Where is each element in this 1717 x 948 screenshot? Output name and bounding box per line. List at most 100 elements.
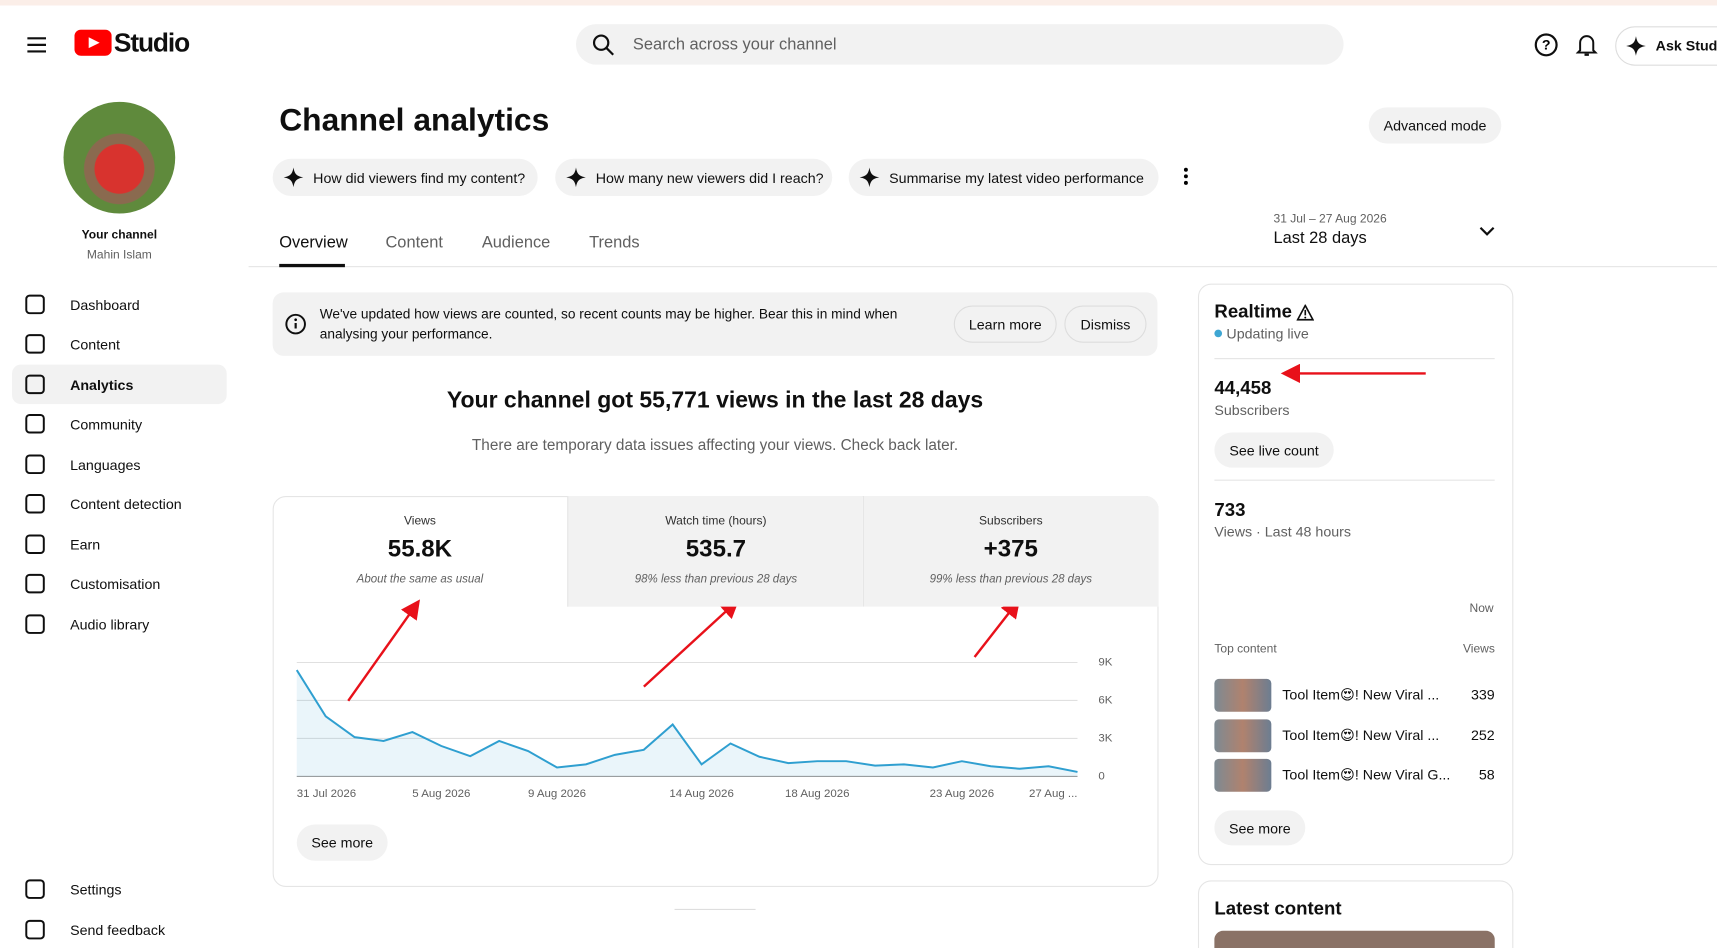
- logo-text[interactable]: Studio: [113, 28, 190, 59]
- spark-shape: [566, 167, 586, 188]
- nav-item[interactable]: Analytics: [12, 364, 227, 405]
- icon-shape: [25, 919, 45, 940]
- learn-more-button[interactable]: Learn more: [953, 305, 1057, 343]
- nav-label: Send feedback: [70, 921, 166, 938]
- nav-item[interactable]: Content: [12, 324, 227, 363]
- logo-icon[interactable]: [74, 29, 112, 56]
- realtime-views: 733: [1214, 499, 1246, 521]
- top-content-views: 339: [1470, 686, 1495, 704]
- tab[interactable]: Trends: [589, 233, 640, 252]
- nav-label: Community: [70, 415, 143, 432]
- nav-icon: [25, 493, 45, 514]
- nav-icon: [25, 573, 45, 594]
- more-icon[interactable]: [1182, 166, 1191, 186]
- nav-item[interactable]: Audio library: [12, 604, 227, 643]
- y-tick-label: 6K: [1098, 694, 1112, 706]
- thumbnail[interactable]: [1214, 758, 1272, 792]
- nav-icon: [25, 919, 45, 940]
- period-dropdown[interactable]: [1479, 226, 1495, 237]
- ask-studio-button[interactable]: Ask Studio: [1615, 26, 1717, 66]
- nav-item[interactable]: Earn: [12, 525, 227, 564]
- metric-note: 98% less than previous 28 days: [634, 572, 798, 586]
- nav-item[interactable]: Community: [12, 404, 227, 443]
- metric-value: 535.7: [685, 534, 747, 562]
- date-range[interactable]: 31 Jul – 27 Aug 2026: [1273, 212, 1387, 226]
- notice-text: We've updated how views are counted, so …: [319, 306, 898, 342]
- search-box[interactable]: Search across your channel: [575, 24, 1344, 65]
- tabs-divider: [248, 266, 1717, 268]
- dismiss-button[interactable]: Dismiss: [1064, 305, 1147, 343]
- nav-item[interactable]: Customisation: [12, 564, 227, 603]
- tab[interactable]: Audience: [481, 233, 551, 252]
- realtime-see-more-button[interactable]: See more: [1214, 810, 1306, 846]
- info-icon: [285, 313, 306, 335]
- nav-icon: [25, 454, 45, 475]
- nav-label: Analytics: [70, 376, 134, 393]
- menu-button[interactable]: [26, 35, 48, 55]
- see-live-count-button[interactable]: See live count: [1214, 432, 1334, 468]
- tab[interactable]: Overview: [279, 233, 348, 252]
- tab[interactable]: Content: [385, 233, 443, 252]
- latest-content-title: Latest content: [1214, 897, 1342, 919]
- page-title: Channel analytics: [279, 102, 550, 138]
- nav-item[interactable]: Content detection: [12, 484, 227, 523]
- x-tick-label: 5 Aug 2026: [412, 788, 470, 800]
- realtime-status: Updating live: [1226, 325, 1309, 342]
- top-content-title[interactable]: Tool Item😍! New Viral ...: [1282, 726, 1440, 743]
- notifications-icon[interactable]: [1575, 33, 1598, 57]
- nav-label: Content: [70, 335, 120, 353]
- period[interactable]: Last 28 days: [1273, 228, 1367, 248]
- nav-item[interactable]: Dashboard: [12, 285, 227, 324]
- icon-shape: [25, 879, 45, 899]
- icon-shape: [25, 374, 45, 395]
- top-content-views: 252: [1470, 726, 1495, 743]
- realtime-see-more-label: See more: [1228, 819, 1291, 837]
- chip-label: How did viewers find my content?: [313, 169, 526, 186]
- see-more-button[interactable]: See more: [296, 824, 388, 861]
- top-content-title[interactable]: Tool Item😍! New Viral ...: [1282, 686, 1440, 704]
- advanced-mode-button[interactable]: Advanced mode: [1368, 107, 1502, 144]
- see-more-label: See more: [311, 834, 374, 851]
- metric-tab[interactable]: Watch time (hours) 535.7 98% less than pre…: [567, 496, 864, 607]
- x-tick-label: 18 Aug 2026: [785, 788, 850, 800]
- metric-tab[interactable]: Subscribers +375 99% less than previous 28…: [862, 496, 1159, 607]
- summary-headline: Your channel got 55,771 views in the las…: [446, 387, 984, 413]
- advanced-mode-label: Advanced mode: [1383, 117, 1487, 134]
- thumbnail[interactable]: [1214, 718, 1272, 752]
- thumbnail[interactable]: [1214, 678, 1272, 712]
- nav-item[interactable]: Settings: [12, 869, 227, 908]
- search-placeholder: Search across your channel: [632, 35, 837, 54]
- ai-chip[interactable]: How did viewers find my content?: [272, 158, 538, 197]
- live-dot: [1214, 329, 1223, 338]
- nav-label: Earn: [70, 536, 101, 553]
- notice-banner: We've updated how views are counted, so …: [272, 292, 1158, 356]
- x-tick-label: 23 Aug 2026: [930, 788, 995, 800]
- channel-avatar[interactable]: [63, 101, 176, 214]
- nav-icon: [25, 879, 45, 899]
- nav-item[interactable]: Languages: [12, 445, 227, 484]
- help-icon[interactable]: ?: [1534, 33, 1558, 57]
- nav-item[interactable]: Send feedback: [12, 910, 227, 948]
- views-line: [295, 669, 1078, 773]
- nav-label: Audio library: [70, 615, 150, 633]
- icon-shape: [25, 573, 45, 594]
- icon-shape: [25, 493, 45, 514]
- ai-chip[interactable]: How many new viewers did I reach?: [555, 158, 833, 197]
- nav-label: Customisation: [70, 575, 161, 592]
- scroll-indicator: [674, 908, 756, 910]
- metric-tab[interactable]: Views 55.8K About the same as usual: [273, 496, 568, 607]
- ai-chip[interactable]: Summarise my latest video performance: [848, 158, 1159, 197]
- learn-more-label: Learn more: [968, 315, 1042, 333]
- metric-note: About the same as usual: [356, 572, 484, 586]
- channel-label: Your channel: [81, 228, 158, 243]
- icon-shape: [25, 294, 45, 315]
- top-content-title[interactable]: Tool Item😍! New Viral G...: [1282, 766, 1451, 783]
- subscriber-count: 44,458: [1214, 377, 1272, 399]
- see-live-count-label: See live count: [1229, 441, 1319, 459]
- divider: [1214, 358, 1495, 360]
- spark-icon: [1626, 36, 1646, 56]
- latest-thumbnail[interactable]: [1214, 930, 1495, 948]
